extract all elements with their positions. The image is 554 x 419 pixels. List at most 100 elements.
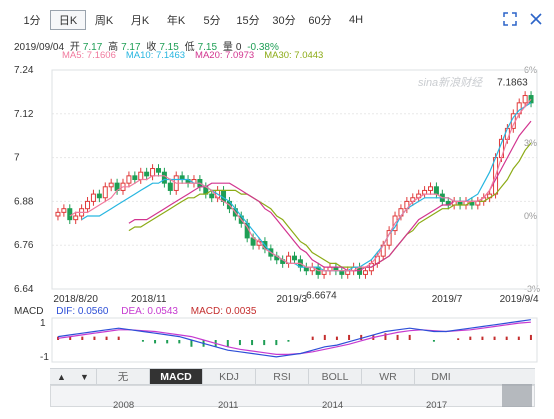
candle-body: [132, 175, 138, 181]
indicator-tab[interactable]: WR: [361, 369, 414, 384]
indicator-tab[interactable]: 无: [96, 369, 149, 384]
y-tick-label: 7: [14, 153, 20, 164]
candle-body: [102, 186, 108, 199]
period-tab[interactable]: 月K: [122, 10, 158, 30]
candle-body: [90, 193, 96, 202]
close-icon[interactable]: [529, 12, 543, 26]
low-value: 7.15: [197, 42, 218, 53]
low-label: 低: [184, 42, 195, 53]
dea-line: [58, 321, 531, 355]
volume-value: 0: [235, 42, 242, 53]
y-tick-label: 7.12: [14, 109, 34, 120]
ma-legend-item: MA20: 7.0973: [195, 50, 255, 61]
indicator-tab[interactable]: KDJ: [202, 369, 255, 384]
ma30-line: [128, 142, 532, 268]
dea-legend: DEA: 0.0543: [121, 306, 178, 317]
x-tick-label: 2019/3: [277, 294, 308, 305]
macd-value: 0.0035: [225, 306, 257, 317]
open-label: 开: [69, 42, 80, 53]
indicator-tabs: ▲ ▼ 无 MACD KDJ RSI BOLL WR DMI: [50, 368, 535, 385]
dif-value: 0.0560: [77, 306, 109, 317]
timeline-year-label: 2017: [426, 400, 448, 411]
indicator-tab[interactable]: BOLL: [308, 369, 361, 384]
macd-value-legend: MACD: 0.0035: [191, 306, 257, 317]
timeline-year-label: 2008: [113, 400, 135, 411]
high-label: 高: [108, 42, 119, 53]
plot-frame: [51, 69, 538, 290]
indicator-tab[interactable]: MACD: [149, 369, 202, 384]
next-arrow-icon[interactable]: ▼: [80, 371, 89, 382]
candle-body: [138, 171, 144, 180]
period-tab[interactable]: 4H: [338, 10, 374, 30]
candle-body: [504, 127, 510, 140]
macd-y-tick: -1: [40, 352, 49, 363]
candle-body: [126, 175, 132, 184]
ma-legend-item: MA10: 7.1463: [125, 50, 186, 61]
candle-body: [292, 255, 297, 261]
candle-body: [85, 200, 91, 210]
macd-frame: [51, 317, 538, 363]
ma-legend-item: MA30: 7.0443: [264, 50, 324, 61]
macd-legend: MACD DIF: 0.0560 DEA: 0.0543 MACD: 0.003…: [14, 306, 266, 317]
low-annotation: 6.6674: [306, 290, 337, 301]
period-tab[interactable]: 60分: [302, 10, 338, 30]
candle-body: [167, 182, 173, 191]
fullscreen-icon[interactable]: [503, 12, 517, 26]
macd-label: MACD:: [190, 306, 224, 317]
candle-body: [96, 193, 102, 199]
close-value: 7.15: [159, 42, 179, 53]
dif-line: [58, 319, 531, 358]
ma20-line: [128, 120, 532, 272]
period-tab[interactable]: 年K: [158, 10, 194, 30]
indicator-tab[interactable]: RSI: [255, 369, 308, 384]
pct-tick-label: 0%: [524, 211, 537, 221]
volume-label: 量: [222, 42, 233, 53]
candle-body: [221, 189, 227, 202]
candle-body: [209, 193, 215, 199]
candle-body: [61, 208, 67, 213]
period-tab[interactable]: 30分: [266, 10, 302, 30]
x-tick-label: 2019/7: [432, 294, 463, 305]
quote-date: 2019/09/04: [14, 42, 65, 53]
indicator-arrows: ▲ ▼: [50, 369, 96, 384]
period-tab[interactable]: 5分: [194, 10, 230, 30]
close-label: 收: [146, 42, 157, 53]
period-tab[interactable]: 周K: [86, 10, 122, 30]
y-tick-label: 6.76: [14, 240, 34, 251]
timeline-navigator[interactable]: [50, 385, 535, 407]
indicator-tab[interactable]: DMI: [414, 369, 467, 384]
y-tick-label: 6.88: [14, 196, 34, 207]
timeline-year-label: 2014: [322, 400, 344, 411]
period-tabs: 1分 日K 周K 月K 年K 5分 15分 30分 60分 4H: [14, 10, 374, 32]
watermark: sina新浪财经: [418, 76, 483, 89]
candle-body: [144, 171, 150, 177]
y-tick-label: 7.24: [14, 65, 34, 76]
period-tab[interactable]: 15分: [230, 10, 266, 30]
candle-body: [528, 95, 534, 104]
high-value: 7.17: [121, 42, 141, 53]
timeline-year-label: 2011: [218, 400, 239, 411]
high-annotation: 7.1863: [497, 78, 528, 89]
period-tab[interactable]: 1分: [14, 10, 50, 30]
candle-body: [150, 168, 156, 177]
candle-body: [428, 186, 434, 191]
timeline-range-handle[interactable]: [502, 384, 532, 407]
candle-body: [55, 211, 61, 217]
x-tick-label: 2019/9/4: [500, 294, 539, 305]
change-value: -0.38%: [247, 42, 279, 53]
macd-y-tick: 1: [40, 318, 46, 329]
dea-label: DEA:: [121, 306, 145, 317]
period-tab[interactable]: 日K: [50, 10, 86, 30]
dea-value: 0.0543: [147, 306, 178, 317]
x-tick-label: 2018/11: [131, 294, 167, 305]
candle-body: [108, 182, 114, 188]
ma5-line: [69, 98, 532, 272]
candle-body: [73, 215, 79, 221]
candle-body: [362, 270, 368, 275]
x-tick-label: 2018/8/20: [53, 294, 98, 305]
candle-body: [161, 171, 167, 184]
candle-body: [433, 186, 439, 195]
prev-arrow-icon[interactable]: ▲: [57, 371, 66, 382]
